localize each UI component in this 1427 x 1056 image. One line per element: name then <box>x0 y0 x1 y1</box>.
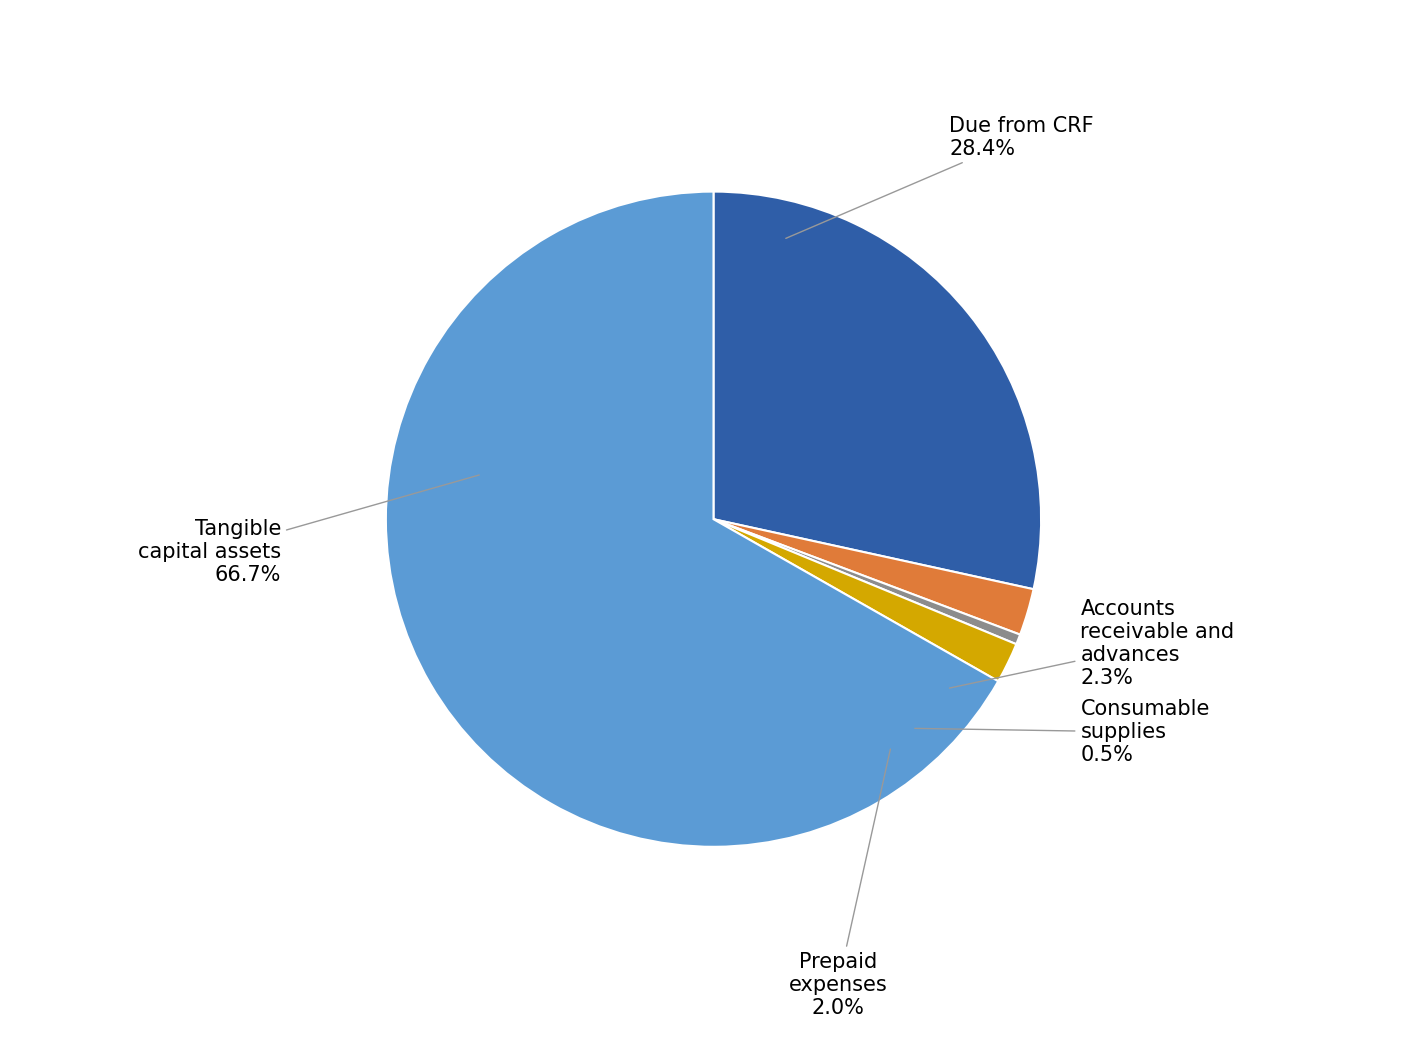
Text: Due from CRF
28.4%: Due from CRF 28.4% <box>786 115 1095 239</box>
Wedge shape <box>714 520 1033 635</box>
Wedge shape <box>714 520 1016 681</box>
Text: Tangible
capital assets
66.7%: Tangible capital assets 66.7% <box>138 475 479 585</box>
Wedge shape <box>714 191 1042 589</box>
Wedge shape <box>385 191 999 847</box>
Text: Consumable
supplies
0.5%: Consumable supplies 0.5% <box>915 699 1210 766</box>
Text: Prepaid
expenses
2.0%: Prepaid expenses 2.0% <box>789 749 890 1018</box>
Text: Accounts
receivable and
advances
2.3%: Accounts receivable and advances 2.3% <box>949 599 1234 689</box>
Wedge shape <box>714 520 1020 644</box>
